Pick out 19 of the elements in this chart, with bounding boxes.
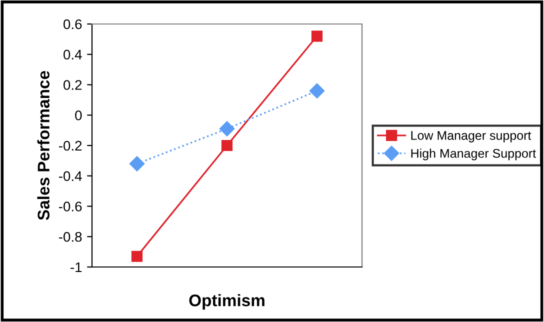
y-tick-label: 0.2 <box>64 80 82 90</box>
point <box>311 30 323 42</box>
y-tick-label: -0.4 <box>58 171 82 182</box>
y-tick-label: 0.6 <box>64 19 82 30</box>
y-tick-label: 0.4 <box>64 50 82 60</box>
point <box>131 250 143 262</box>
point <box>309 83 325 98</box>
y-tick-label: -0.6 <box>58 202 82 212</box>
y-tick-label: -1 <box>70 262 82 272</box>
point <box>129 156 145 172</box>
legend-label: High Manager Support <box>411 148 536 160</box>
legend-label: Low Manager support <box>411 131 532 142</box>
y-tick-label: -0.2 <box>58 140 82 151</box>
point <box>219 121 235 136</box>
x-axis-title: Optimism <box>189 294 264 310</box>
y-tick-label: -0.8 <box>58 232 82 242</box>
y-tick-label: 0 <box>75 110 82 120</box>
point <box>221 140 233 152</box>
y-axis-title: Sales Performance <box>37 71 50 220</box>
